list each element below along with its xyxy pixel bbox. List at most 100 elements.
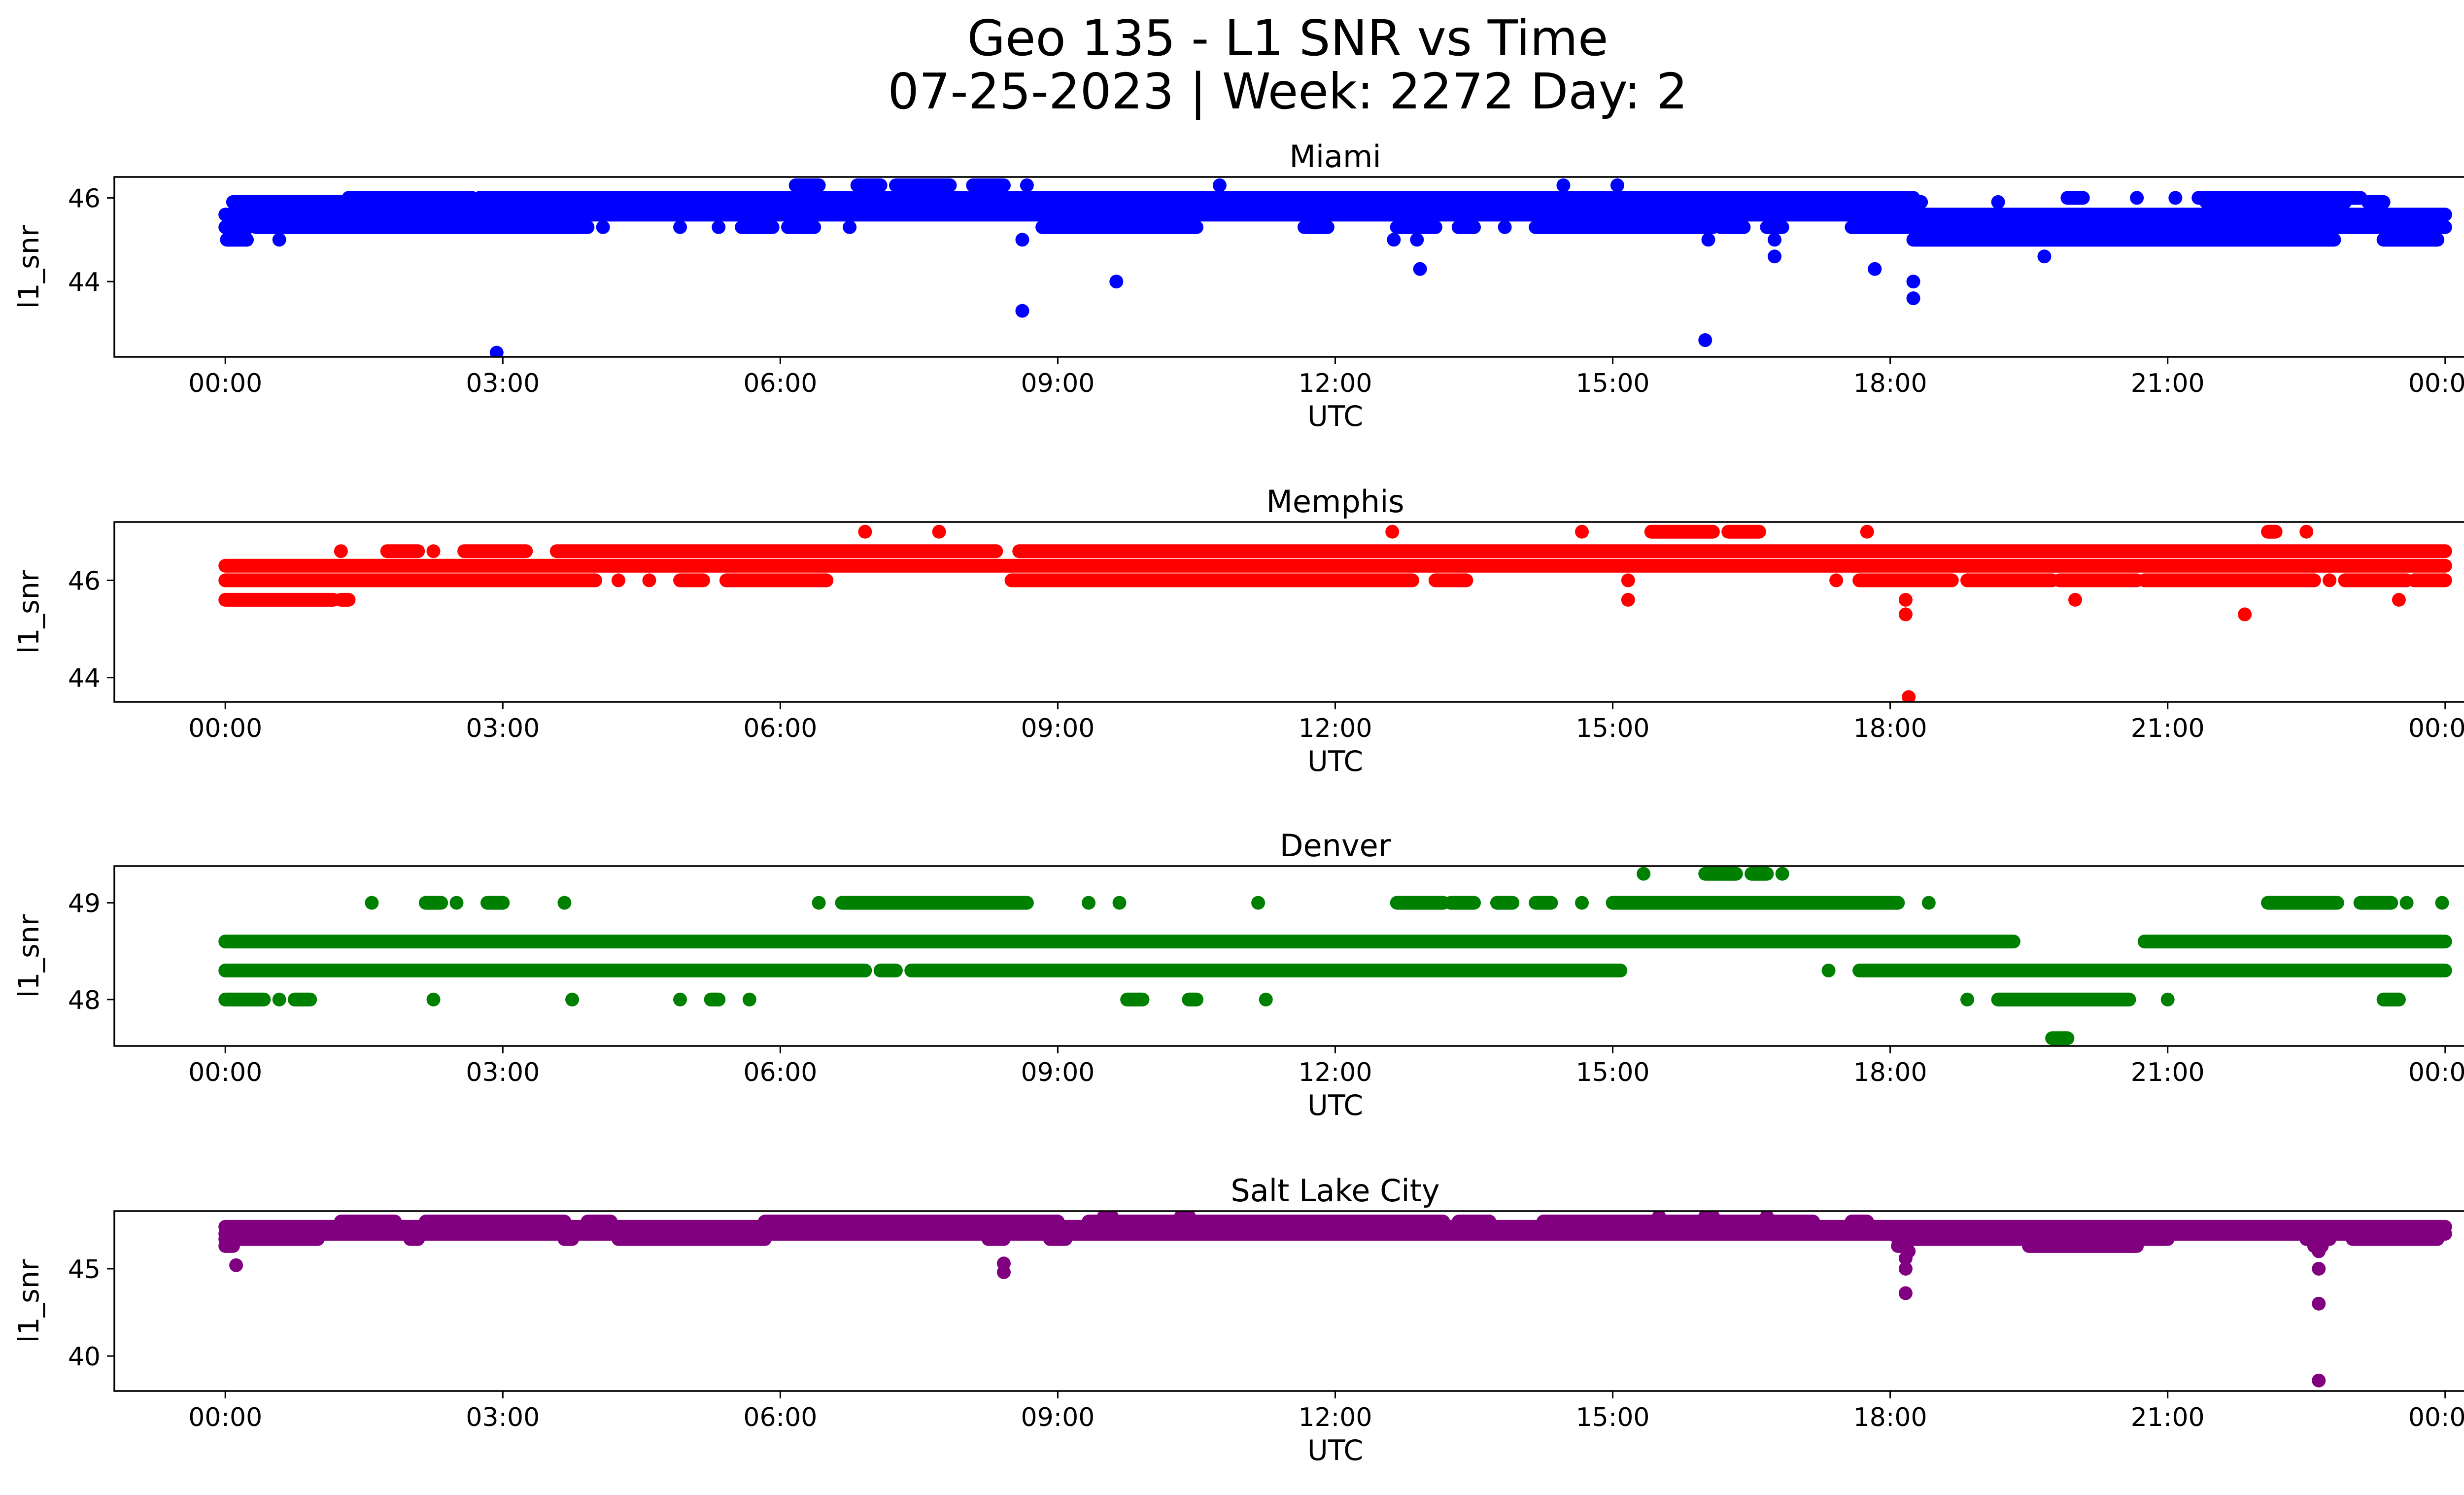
x-tick-label: 09:00: [1021, 714, 1095, 743]
data-point-run: [2407, 573, 2452, 588]
data-point-run: [234, 935, 2020, 949]
data-point-run: [218, 592, 341, 607]
data-point: [2312, 1373, 2326, 1388]
data-point: [596, 220, 610, 234]
data-point-run: [873, 963, 903, 977]
x-tick-label: 03:00: [466, 1058, 540, 1087]
data-point-run: [218, 220, 256, 234]
data-point-run: [966, 178, 1011, 192]
data-point-run: [673, 573, 710, 588]
x-tick-label: 00:00: [2408, 369, 2464, 398]
data-point: [1610, 178, 1624, 192]
y-tick-label: 44: [68, 664, 101, 694]
y-tick-label: 44: [68, 268, 101, 297]
data-point: [712, 220, 726, 234]
data-point-run: [1451, 1215, 1497, 1229]
data-point: [1698, 333, 1712, 348]
data-point-run: [2191, 191, 2367, 205]
data-point: [1385, 524, 1400, 539]
y-tick-label: 46: [68, 566, 101, 596]
data-point-run: [418, 1215, 572, 1229]
data-point: [2299, 524, 2314, 539]
x-tick-label: 21:00: [2131, 1403, 2205, 1432]
data-point: [673, 220, 687, 234]
data-point-run: [1760, 220, 1789, 234]
data-point: [1768, 249, 1782, 264]
data-point: [1821, 963, 1836, 977]
data-point-run: [218, 208, 2452, 222]
data-point-run: [781, 220, 821, 234]
x-tick-label: 18:00: [1853, 369, 1927, 398]
data-point-run: [788, 178, 826, 192]
data-point-run: [2261, 524, 2283, 539]
data-point: [1775, 867, 1789, 881]
data-point: [1652, 1211, 1666, 1223]
x-axis-label: UTC: [1307, 400, 1363, 433]
data-point: [1081, 896, 1095, 910]
data-point: [1760, 1211, 1774, 1223]
data-point: [1921, 896, 1936, 910]
data-point: [1898, 1286, 1913, 1300]
data-point-run: [2376, 992, 2406, 1007]
data-point-run: [704, 992, 726, 1007]
data-point-run: [434, 220, 595, 234]
x-tick-label: 00:00: [2408, 1403, 2464, 1432]
data-point: [2435, 896, 2449, 910]
data-point-run: [2137, 233, 2341, 247]
data-point-run: [1004, 573, 1419, 588]
data-point-run: [889, 178, 957, 192]
y-tick-label: 49: [68, 889, 101, 919]
x-tick-label: 03:00: [466, 369, 540, 398]
x-tick-label: 00:00: [188, 714, 262, 743]
data-point: [932, 524, 946, 539]
data-point: [1960, 992, 1975, 1007]
data-point: [365, 896, 379, 910]
data-point: [1556, 178, 1571, 192]
data-point: [1902, 1244, 1916, 1258]
data-point: [742, 992, 756, 1007]
data-point: [2399, 896, 2414, 910]
data-point-run: [850, 178, 888, 192]
data-point-run: [835, 896, 1034, 910]
subplot-1: Memphis 00:00 03:00 06:00 09:00 12:00 15:00 18:…: [13, 484, 2464, 778]
x-tick-label: 00:00: [188, 1403, 262, 1432]
data-point-run: [1035, 220, 1203, 234]
y-axis-label: l1_snr: [13, 914, 45, 998]
data-point: [1829, 573, 1844, 588]
y-tick-label: 48: [68, 986, 101, 1015]
data-point: [2160, 992, 2175, 1007]
data-point-run: [1428, 573, 1473, 588]
data-point: [1991, 195, 2005, 209]
x-tick-label: 06:00: [743, 714, 817, 743]
x-tick-label: 09:00: [1021, 1058, 1095, 1087]
x-tick-label: 21:00: [2131, 369, 2205, 398]
data-point-run: [1120, 992, 1150, 1007]
data-point: [1701, 233, 1715, 247]
data-point-run: [1644, 524, 1720, 539]
subplots: Miami 00:00 03:00 06:00 09:00 12:00 15:00 18:00…: [13, 139, 2464, 1467]
data-point-run: [1845, 1215, 1874, 1229]
data-point-run: [1606, 896, 1905, 910]
x-tick-label: 06:00: [743, 369, 817, 398]
data-point: [1212, 178, 1227, 192]
data-point: [1575, 524, 1589, 539]
data-point: [2037, 249, 2052, 264]
data-point: [2168, 191, 2183, 205]
data-point: [996, 1265, 1011, 1280]
data-point-run: [1875, 191, 1920, 205]
x-tick-label: 15:00: [1576, 1403, 1650, 1432]
data-point: [2312, 1244, 2326, 1258]
data-point: [1109, 275, 1124, 289]
data-point: [1906, 275, 1920, 289]
data-point-run: [457, 544, 533, 558]
data-point: [449, 896, 464, 910]
y-tick-label: 46: [68, 184, 101, 213]
x-axis-label: UTC: [1307, 1089, 1363, 1122]
data-point: [2312, 1261, 2326, 1276]
scatter-points: [218, 867, 2452, 1045]
x-tick-label: 03:00: [466, 714, 540, 743]
x-tick-label: 21:00: [2131, 714, 2205, 743]
data-point: [1413, 262, 1427, 276]
data-point-run: [342, 191, 479, 205]
data-point: [858, 524, 872, 539]
